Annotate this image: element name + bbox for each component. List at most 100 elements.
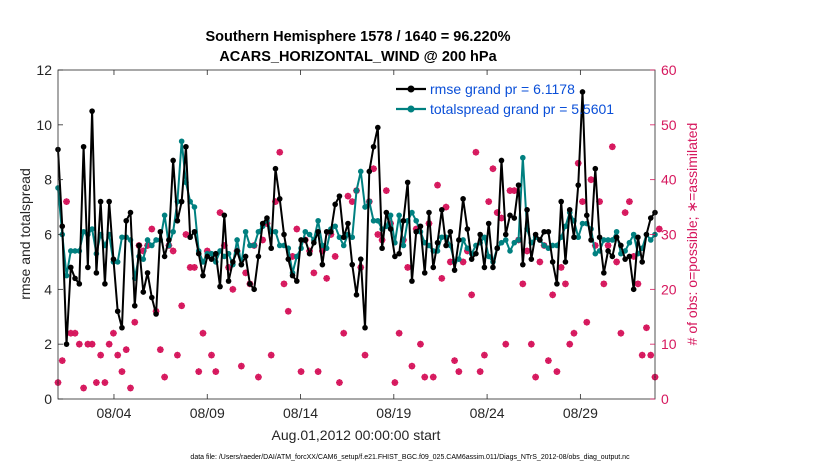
obs-assimilated-marker [174,351,181,359]
obs-assimilated-marker [331,253,339,260]
rmse-point [315,228,321,235]
legend-spread-label: totalspread grand pr = 5.5601 [430,101,614,117]
rmse-point [294,278,300,284]
y-left-tick-label: 12 [36,62,52,78]
rmse-point [383,209,390,216]
spread-point [647,237,654,243]
rmse-point [528,256,535,262]
spread-point [349,234,356,241]
obs-assimilated-marker [216,209,224,216]
obs-assimilated-marker [370,165,377,173]
rmse-point [89,108,95,114]
rmse-point [123,217,130,224]
rmse-point [230,259,236,265]
obs-assimilated-marker [340,329,348,337]
obs-assimilated-marker [195,368,203,375]
rmse-point [618,242,624,249]
rmse-point [417,223,424,230]
obs-assimilated-marker [451,357,458,365]
spread-point [511,239,518,246]
obs-assimilated-marker [199,329,207,337]
rmse-point [421,270,428,276]
obs-assimilated-marker [267,351,275,359]
obs-assimilated-marker [110,329,117,337]
obs-assimilated-marker [587,176,595,184]
rmse-point [498,157,505,164]
y-right-tick-label: 50 [661,117,677,133]
rmse-point [549,259,556,265]
rmse-series [55,89,658,347]
rmse-point [166,237,172,243]
y-axis-right: 0 10 20 30 40 50 60 [650,62,677,407]
rmse-point [242,253,249,260]
obs-assimilated-marker [186,264,194,271]
rmse-point [494,245,501,252]
rmse-point [93,270,100,276]
obs-assimilated-marker [361,351,369,359]
spread-point [302,228,309,235]
rmse-point [153,311,159,317]
spread-point [306,231,313,238]
y-right-tick-label: 0 [661,391,669,407]
spread-point [562,223,569,230]
spread-point [601,237,607,243]
rmse-point [259,220,266,227]
spread-point [89,226,95,232]
rmse-point [438,207,445,213]
x-axis: 08/04 08/09 08/14 08/19 08/24 08/29 [96,70,598,421]
rmse-point [212,250,219,257]
spread-point [396,212,402,219]
obs-assimilated-marker [156,346,164,354]
spread-point [456,256,462,262]
x-axis-label: Aug.01,2012 00:00:00 start [272,427,441,443]
spread-point [272,228,279,235]
rmse-point [447,228,454,235]
rmse-point [336,193,343,199]
rmse-point [221,212,228,219]
spread-point [63,272,70,279]
obs-assimilated-marker [92,379,100,386]
obs-assimilated-marker [519,280,527,288]
rmse-point [639,259,646,265]
rmse-point [430,264,437,271]
rmse-point [268,245,275,252]
rmse-point [119,324,125,331]
obs-assimilated-marker [527,340,535,348]
rmse-point [566,207,573,213]
obs-assimilated-marker [67,329,75,337]
spread-point [520,154,526,161]
chart-title-line2: ACARS_HORIZONTAL_WIND @ 200 hPa [219,49,497,65]
rmse-point [613,234,620,241]
spread-point [592,250,599,257]
rmse-point [468,256,475,262]
rmse-point [443,242,449,249]
rmse-point [392,253,398,260]
rmse-point [195,250,202,257]
spread-point [630,231,637,238]
rmse-point [72,275,78,282]
rmse-point [537,237,543,243]
obs-assimilated-marker [404,264,412,271]
rmse-point [234,248,240,254]
rmse-point [554,281,560,287]
obs-assimilated-marker [314,368,322,375]
rmse-point [285,256,292,262]
y-left-tick-label: 6 [44,227,52,243]
obs-assimilated-marker [472,148,480,156]
legend: rmse grand pr = 6.1178 totalspread grand… [396,81,614,117]
obs-assimilated-marker [122,346,130,354]
rmse-point [370,143,377,150]
obs-assimilated-marker [532,373,539,381]
rmse-point [281,231,287,238]
rmse-point [136,242,142,249]
obs-assimilated-marker [446,258,454,266]
rmse-point [161,253,168,260]
obs-assimilated-marker [148,225,156,233]
rmse-point [622,256,628,262]
obs-assimilated-marker [212,368,220,375]
spread-point [613,228,620,235]
rmse-point [208,256,215,262]
rmse-point [515,182,522,188]
spread-point [375,217,381,224]
spread-point [140,256,147,262]
